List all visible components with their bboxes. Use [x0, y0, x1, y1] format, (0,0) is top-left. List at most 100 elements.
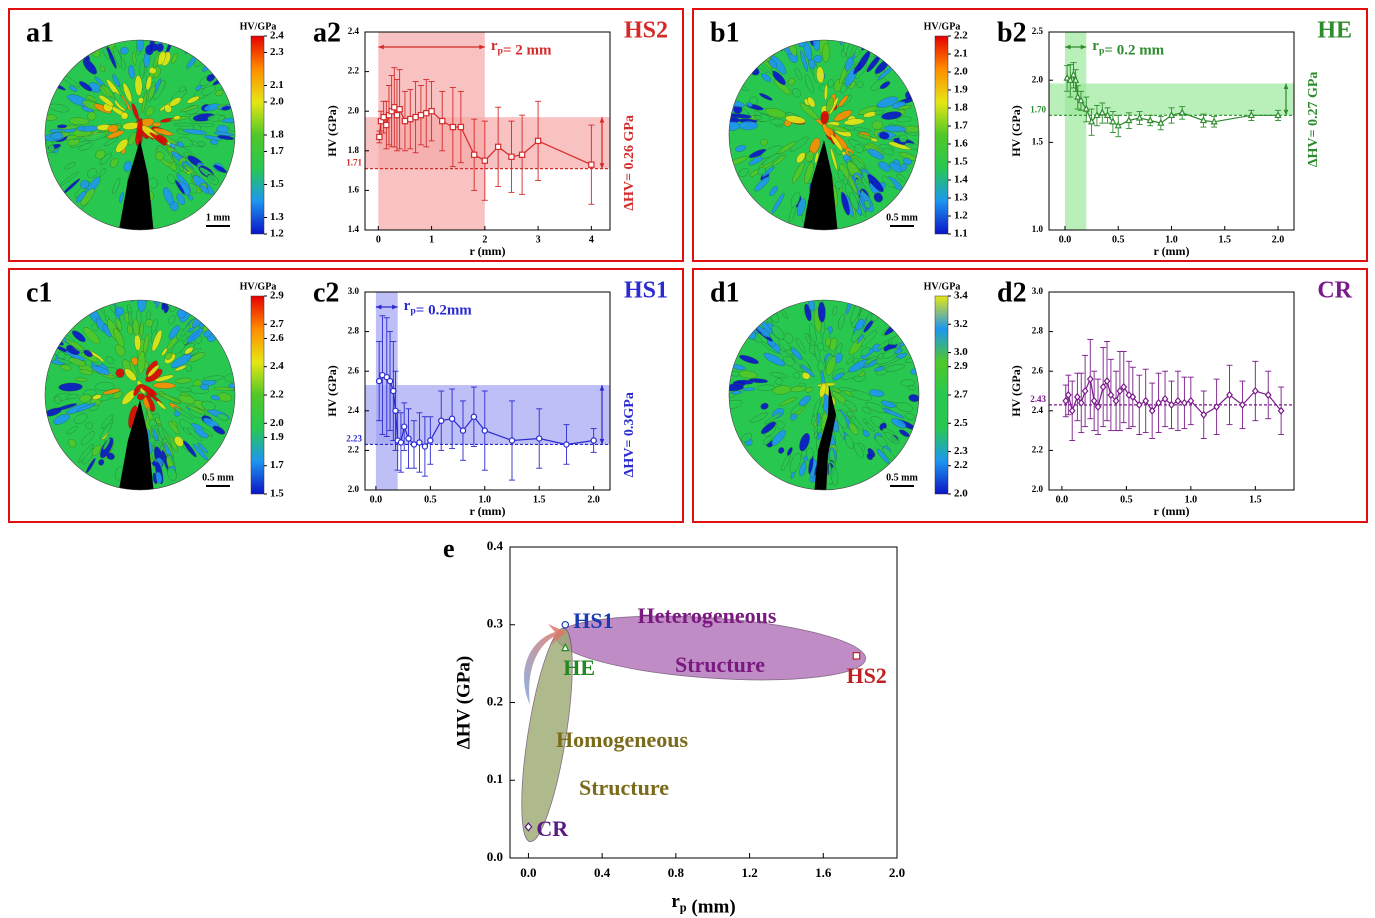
marker [1135, 400, 1143, 409]
colorbar-tick-label: 1.3 [954, 192, 968, 204]
contour-patch [772, 154, 786, 167]
marker [1264, 390, 1272, 400]
marker [1129, 392, 1137, 401]
contour-patch [832, 372, 845, 381]
marker [1200, 410, 1208, 419]
sample-label: CR [1317, 278, 1352, 304]
marker [1168, 400, 1175, 409]
contour-patch [790, 347, 803, 361]
marker [1094, 402, 1102, 411]
contour-patch [173, 406, 193, 420]
text-part: r [1092, 38, 1099, 54]
contour-patch [837, 313, 845, 330]
contour-patch [118, 40, 124, 42]
contour-patch [78, 142, 94, 151]
contour-patch [177, 141, 184, 148]
contour-patch [76, 402, 97, 412]
contour-patch [105, 356, 115, 364]
contour-patch [738, 370, 758, 379]
contour-patch [796, 198, 806, 217]
contour-patch [207, 174, 219, 185]
contour-patch [778, 397, 797, 407]
marker [1142, 396, 1150, 405]
contour-patch [895, 116, 912, 123]
contour-patch [128, 310, 133, 326]
contour-patch [153, 300, 160, 304]
contour-patch [179, 85, 186, 93]
contour-patch [48, 144, 55, 152]
marker [397, 439, 405, 446]
contour-patch [790, 385, 807, 393]
contour-patch [871, 120, 883, 130]
contour-patch [115, 306, 124, 316]
colorbar-tick-label: 1.8 [270, 129, 284, 141]
contour-patch [788, 204, 797, 223]
panel-label: c1 [26, 277, 52, 308]
marker [376, 133, 383, 141]
baseline-label: 1.70 [1030, 104, 1046, 114]
contour-patch [83, 327, 101, 345]
colorbar-tick-label: 2.1 [270, 79, 284, 91]
contour-patch [68, 439, 77, 448]
contour-patch [145, 106, 155, 117]
x-tick-label: 0.5 [1120, 494, 1133, 505]
contour-patch [738, 168, 750, 177]
scale-bar-label: 1 mm [206, 212, 231, 223]
contour-patch [197, 123, 216, 128]
contour-patch [905, 412, 915, 420]
marker [1114, 121, 1122, 129]
y-tick-label: 3.0 [1032, 286, 1044, 296]
contour-patch [134, 75, 143, 96]
contour-patch [862, 407, 871, 414]
marker [1068, 406, 1076, 415]
contour-map [729, 40, 919, 230]
y-tick-label: 2.8 [348, 326, 360, 336]
contour-patch [830, 147, 838, 171]
contour-patch [115, 368, 125, 378]
y-tick-label: 1.5 [1032, 136, 1044, 146]
contour-patch [775, 378, 783, 386]
contour-patch [98, 168, 107, 177]
x-tick-label: 0.0 [1056, 494, 1069, 505]
colorbar-tick-label: 1.3 [270, 211, 284, 223]
marker [534, 137, 542, 145]
contour-patch [729, 113, 752, 119]
marker [1148, 406, 1156, 415]
panel-label: d1 [710, 277, 740, 308]
marker [1199, 116, 1208, 124]
scale-bar-label: 0.5 mm [886, 212, 918, 223]
contour-patch [217, 135, 235, 140]
contour-patch [143, 333, 150, 354]
contour-patch [769, 185, 778, 197]
contour-patch [102, 388, 121, 395]
contour-patch [731, 390, 743, 395]
colorbar [250, 35, 265, 235]
contour-patch [837, 169, 845, 181]
contour-patch [169, 97, 182, 107]
marker [1093, 110, 1101, 119]
contour-patch [751, 318, 758, 325]
contour-map [729, 300, 919, 490]
contour-patch [85, 132, 107, 142]
contour-patch [814, 344, 821, 363]
contour-patch [199, 383, 210, 391]
contour-patch [830, 466, 839, 486]
x-tick-label: 1.0 [1165, 234, 1178, 245]
contour-patch [153, 286, 159, 298]
colorbar-tick-label: 2.3 [270, 46, 284, 58]
contour-patch [795, 337, 806, 353]
marker [1069, 70, 1078, 78]
marker [401, 117, 409, 125]
sample-label: HE [1317, 18, 1352, 44]
arrow-head [599, 163, 605, 169]
transition-arrow [524, 624, 566, 705]
colorbar [934, 35, 949, 235]
contour-patch [760, 402, 769, 410]
x-tick-label: 2.0 [587, 494, 600, 505]
contour-patch [820, 110, 829, 125]
contour-patch [185, 364, 193, 372]
contour-patch [850, 415, 864, 431]
marker [1213, 402, 1221, 411]
y-axis-label: HV (GPa) [325, 105, 339, 156]
